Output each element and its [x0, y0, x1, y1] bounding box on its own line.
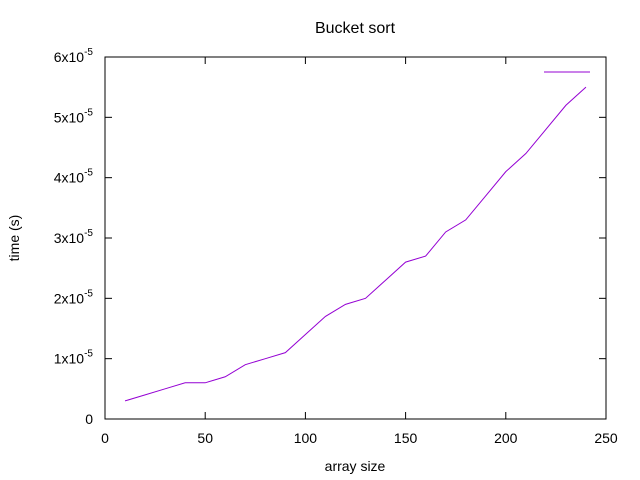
y-tick-label-5: 5x10-5 [54, 107, 94, 125]
y-tick-label-2: 2x10-5 [54, 288, 94, 306]
series-line-0 [124, 86, 587, 402]
x-tick-label-5: 250 [594, 430, 618, 446]
x-tick-label-4: 200 [494, 430, 518, 446]
x-tick-label-2: 100 [294, 430, 318, 446]
y-tick-label-1: 1x10-5 [54, 349, 94, 367]
x-tick-label-0: 0 [101, 430, 109, 446]
y-tick-label-4: 4x10-5 [54, 168, 94, 186]
chart-title: Bucket sort [315, 20, 396, 37]
y-tick-label-3: 3x10-5 [54, 228, 94, 246]
y-axis-label: time (s) [6, 215, 22, 262]
x-tick-label-1: 50 [197, 430, 213, 446]
x-tick-label-3: 150 [394, 430, 418, 446]
plot-frame [104, 56, 607, 420]
y-tick-label-0: 0 [85, 411, 93, 427]
y-tick-label-6: 6x10-5 [54, 47, 94, 65]
x-axis-label: array size [325, 458, 386, 474]
